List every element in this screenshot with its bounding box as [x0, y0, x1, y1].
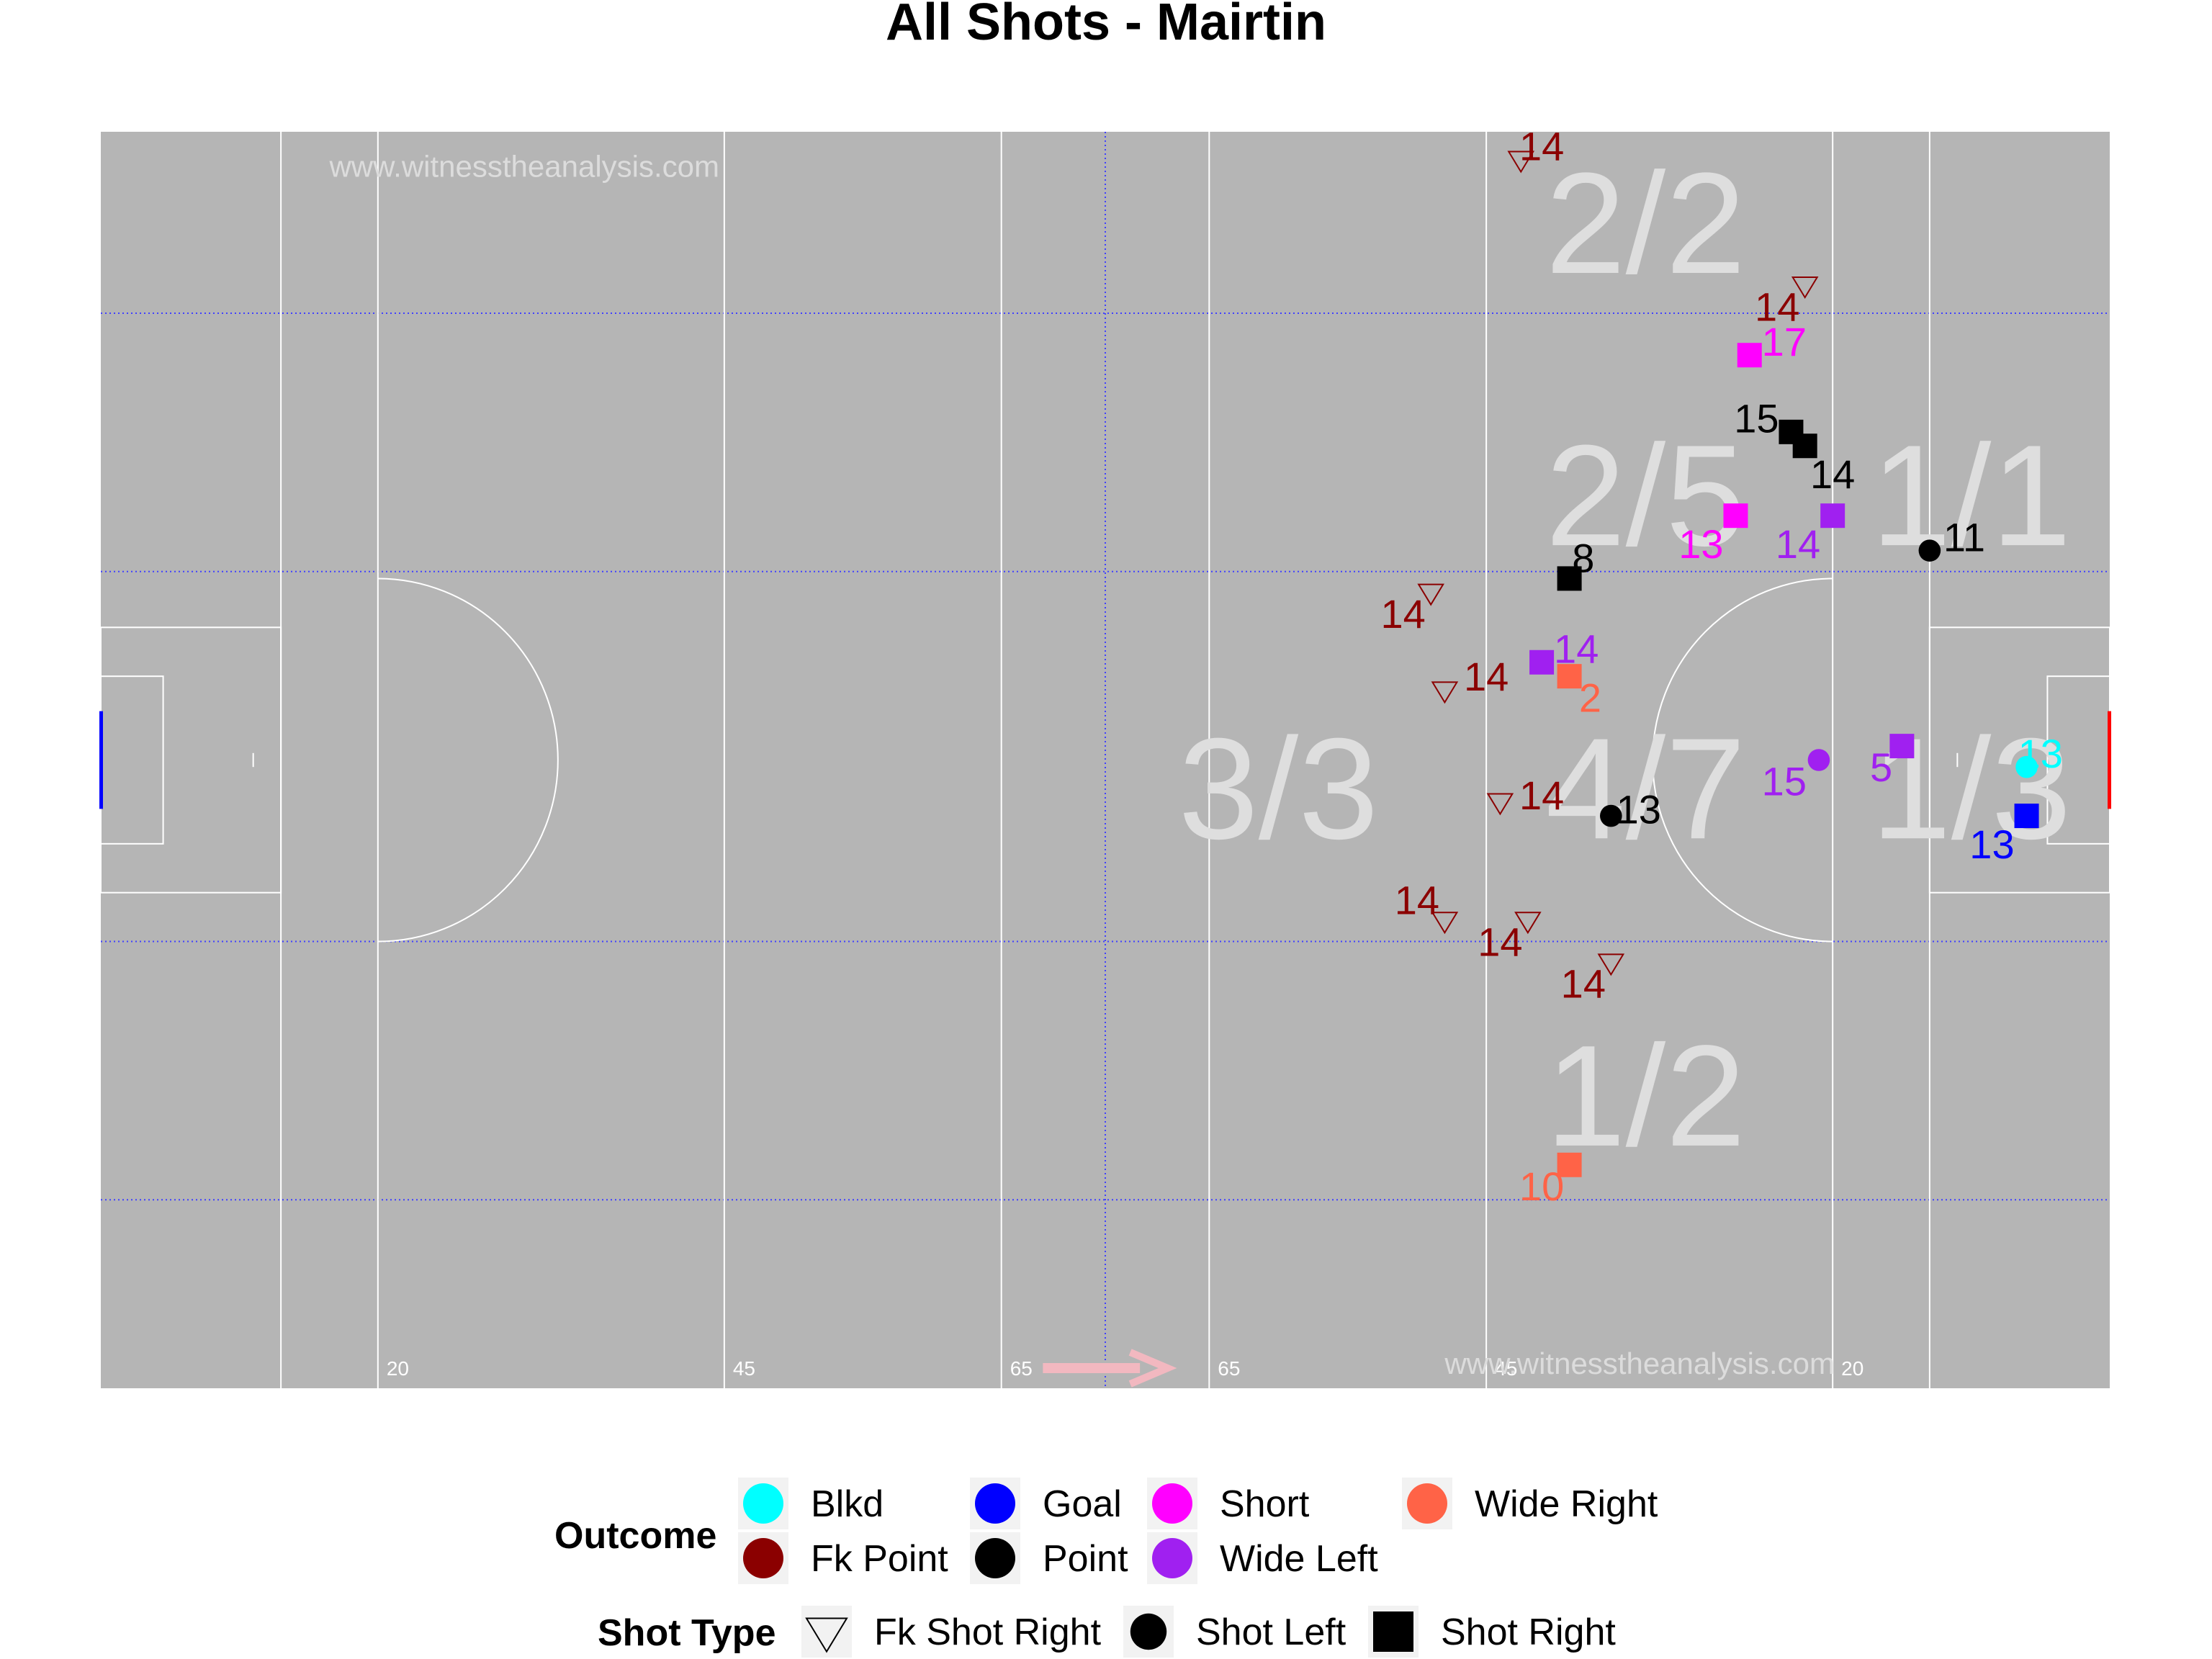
- point-label: 13: [1617, 786, 1661, 832]
- yard-label: 65: [1010, 1357, 1033, 1380]
- marker-square: [1557, 566, 1582, 591]
- marker-circle: [2015, 755, 2038, 778]
- marker-square: [1529, 649, 1555, 675]
- legend-title-shot-type: Shot Type: [598, 1612, 775, 1654]
- zone-label: 1/1: [1871, 415, 2072, 576]
- pitch: 20 45 65 65 45 20 www.witnesstheanalysis.com ww…: [99, 132, 2111, 1388]
- legend: Outcome Blkd Fk Point Goal Point Short Wide Le…: [554, 1478, 1658, 1658]
- legend-key: [801, 1606, 852, 1658]
- point-label: 15: [1762, 759, 1807, 804]
- marker-triangle: [1791, 276, 1819, 300]
- pitch-surface: [101, 132, 2110, 1388]
- point-label: 14: [1395, 877, 1439, 922]
- marker-circle: [1807, 749, 1830, 771]
- marker-square: [1723, 503, 1748, 529]
- point-label: 14: [1776, 521, 1820, 567]
- legend-label: Point: [1043, 1538, 1128, 1580]
- legend-label: Blkd: [811, 1483, 884, 1525]
- point-label: 14: [1519, 773, 1564, 818]
- legend-swatch: [1152, 1483, 1192, 1524]
- marker-triangle: [1514, 912, 1542, 935]
- watermark-bottom: www.witnesstheanalysis.com: [1444, 1346, 1835, 1380]
- watermark-top: www.witnesstheanalysis.com: [328, 149, 719, 183]
- point-label: 10: [1519, 1164, 1564, 1209]
- legend-title-outcome: Outcome: [554, 1515, 716, 1557]
- point-label: 14: [1464, 654, 1509, 699]
- marker-triangle: [1431, 912, 1459, 935]
- legend-swatch: [743, 1538, 783, 1578]
- zone-label: 3/3: [1179, 709, 1379, 869]
- marker-square: [1373, 1611, 1413, 1652]
- yard-label: 20: [1841, 1357, 1863, 1380]
- legend-swatch: [975, 1483, 1015, 1524]
- arc-right: [1652, 577, 1833, 943]
- point-label: 13: [1969, 822, 2014, 867]
- yard-label: 45: [1495, 1357, 1517, 1380]
- legend-label: Fk Point: [811, 1538, 948, 1580]
- marker-circle: [1600, 804, 1622, 827]
- legend-swatch: [975, 1538, 1015, 1578]
- legend-label: Short: [1220, 1483, 1310, 1525]
- point-label: 11: [1943, 514, 1985, 559]
- marker-square: [1792, 433, 1817, 459]
- marker-triangle: [1417, 583, 1444, 606]
- point-label: 14: [1478, 920, 1522, 965]
- marker-triangle: [1486, 793, 1514, 816]
- marker-circle: [1918, 539, 1941, 562]
- yard-label: 65: [1218, 1357, 1240, 1380]
- marker-circle: [1130, 1613, 1167, 1650]
- legend-swatch: [1152, 1538, 1192, 1578]
- legend-label: Shot Left: [1196, 1611, 1346, 1653]
- legend-label: Wide Left: [1220, 1538, 1378, 1580]
- point-label: 13: [1678, 521, 1723, 567]
- point-label: 17: [1762, 319, 1807, 364]
- legend-label: Goal: [1043, 1483, 1122, 1525]
- point-label: 14: [1755, 284, 1799, 329]
- zone-label: 2/2: [1545, 143, 1745, 304]
- marker-square: [2014, 804, 2039, 829]
- marker-square: [1557, 664, 1582, 689]
- point-label: 14: [1810, 451, 1855, 497]
- zone-label: 2/5: [1545, 415, 1745, 576]
- legend-swatch: [743, 1483, 783, 1524]
- point-label: 14: [1381, 591, 1426, 637]
- point-label: 2: [1579, 675, 1601, 720]
- marker-triangle: [1431, 681, 1459, 704]
- point-label: 14: [1561, 961, 1606, 1007]
- marker-triangle: [805, 1617, 848, 1653]
- marker-square: [1737, 343, 1762, 368]
- zone-label: 1/2: [1545, 1016, 1745, 1177]
- marker-triangle: [1597, 953, 1625, 976]
- goal-right: [2108, 711, 2111, 809]
- chart-title: All Shots - Mairtin: [886, 0, 1326, 51]
- point-label: 14: [1554, 626, 1599, 671]
- yard-label: 45: [733, 1357, 755, 1380]
- point-label: 15: [1734, 395, 1779, 441]
- legend-label: Wide Right: [1475, 1483, 1658, 1525]
- legend-label: Shot Right: [1441, 1611, 1616, 1653]
- marker-square: [1820, 503, 1845, 529]
- point-label: 8: [1572, 535, 1594, 580]
- marker-square: [1889, 734, 1915, 759]
- legend-swatch: [1407, 1483, 1447, 1524]
- point-label: 13: [2018, 731, 2063, 776]
- marker-triangle: [1507, 150, 1535, 174]
- direction-arrow-head: [1128, 1349, 1177, 1388]
- yard-label: 20: [387, 1357, 409, 1380]
- goal-left: [99, 711, 103, 809]
- point-label: 5: [1870, 745, 1892, 790]
- point-label: 14: [1519, 123, 1564, 168]
- arc-left: [377, 577, 559, 943]
- zone-label: 4/7: [1545, 709, 1745, 869]
- marker-square: [1557, 1152, 1582, 1177]
- legend-label: Fk Shot Right: [874, 1611, 1102, 1653]
